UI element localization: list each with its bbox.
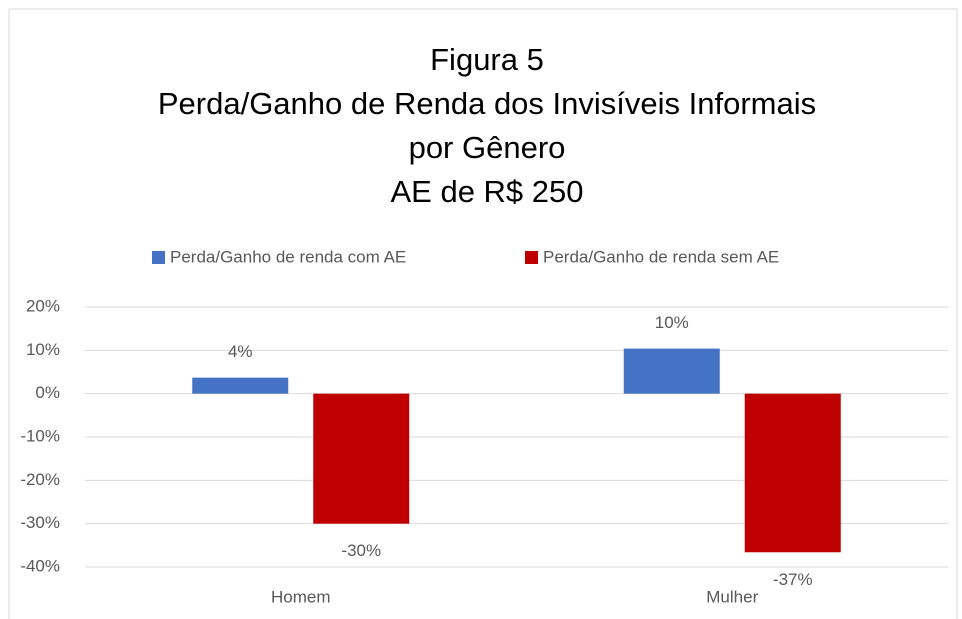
legend-label: Perda/Ganho de renda com AE: [170, 247, 406, 266]
x-tick-label: Mulher: [706, 587, 758, 606]
legend-swatch: [525, 251, 538, 264]
bar: [313, 393, 410, 524]
bar: [744, 393, 841, 553]
legend-swatch: [152, 251, 165, 264]
chart-title: por Gênero: [409, 130, 566, 165]
data-label: 10%: [655, 313, 689, 332]
y-tick-label: -10%: [20, 426, 60, 445]
y-tick-label: -40%: [20, 556, 60, 575]
data-label: -37%: [773, 570, 813, 589]
y-tick-label: -20%: [20, 470, 60, 489]
legend-label: Perda/Ganho de renda sem AE: [543, 247, 779, 266]
y-tick-label: 0%: [35, 383, 60, 402]
y-tick-label: -30%: [20, 513, 60, 532]
y-tick-label: 20%: [26, 296, 60, 315]
bar: [192, 377, 289, 394]
x-tick-label: Homem: [271, 587, 331, 606]
y-tick-label: 10%: [26, 340, 60, 359]
chart-title: AE de R$ 250: [390, 174, 583, 209]
data-label: -30%: [341, 541, 381, 560]
chart-title: Perda/Ganho de Renda dos Invisíveis Info…: [158, 86, 816, 121]
data-label: 4%: [228, 342, 253, 361]
bar: [623, 348, 720, 394]
chart-title: Figura 5: [430, 42, 544, 77]
